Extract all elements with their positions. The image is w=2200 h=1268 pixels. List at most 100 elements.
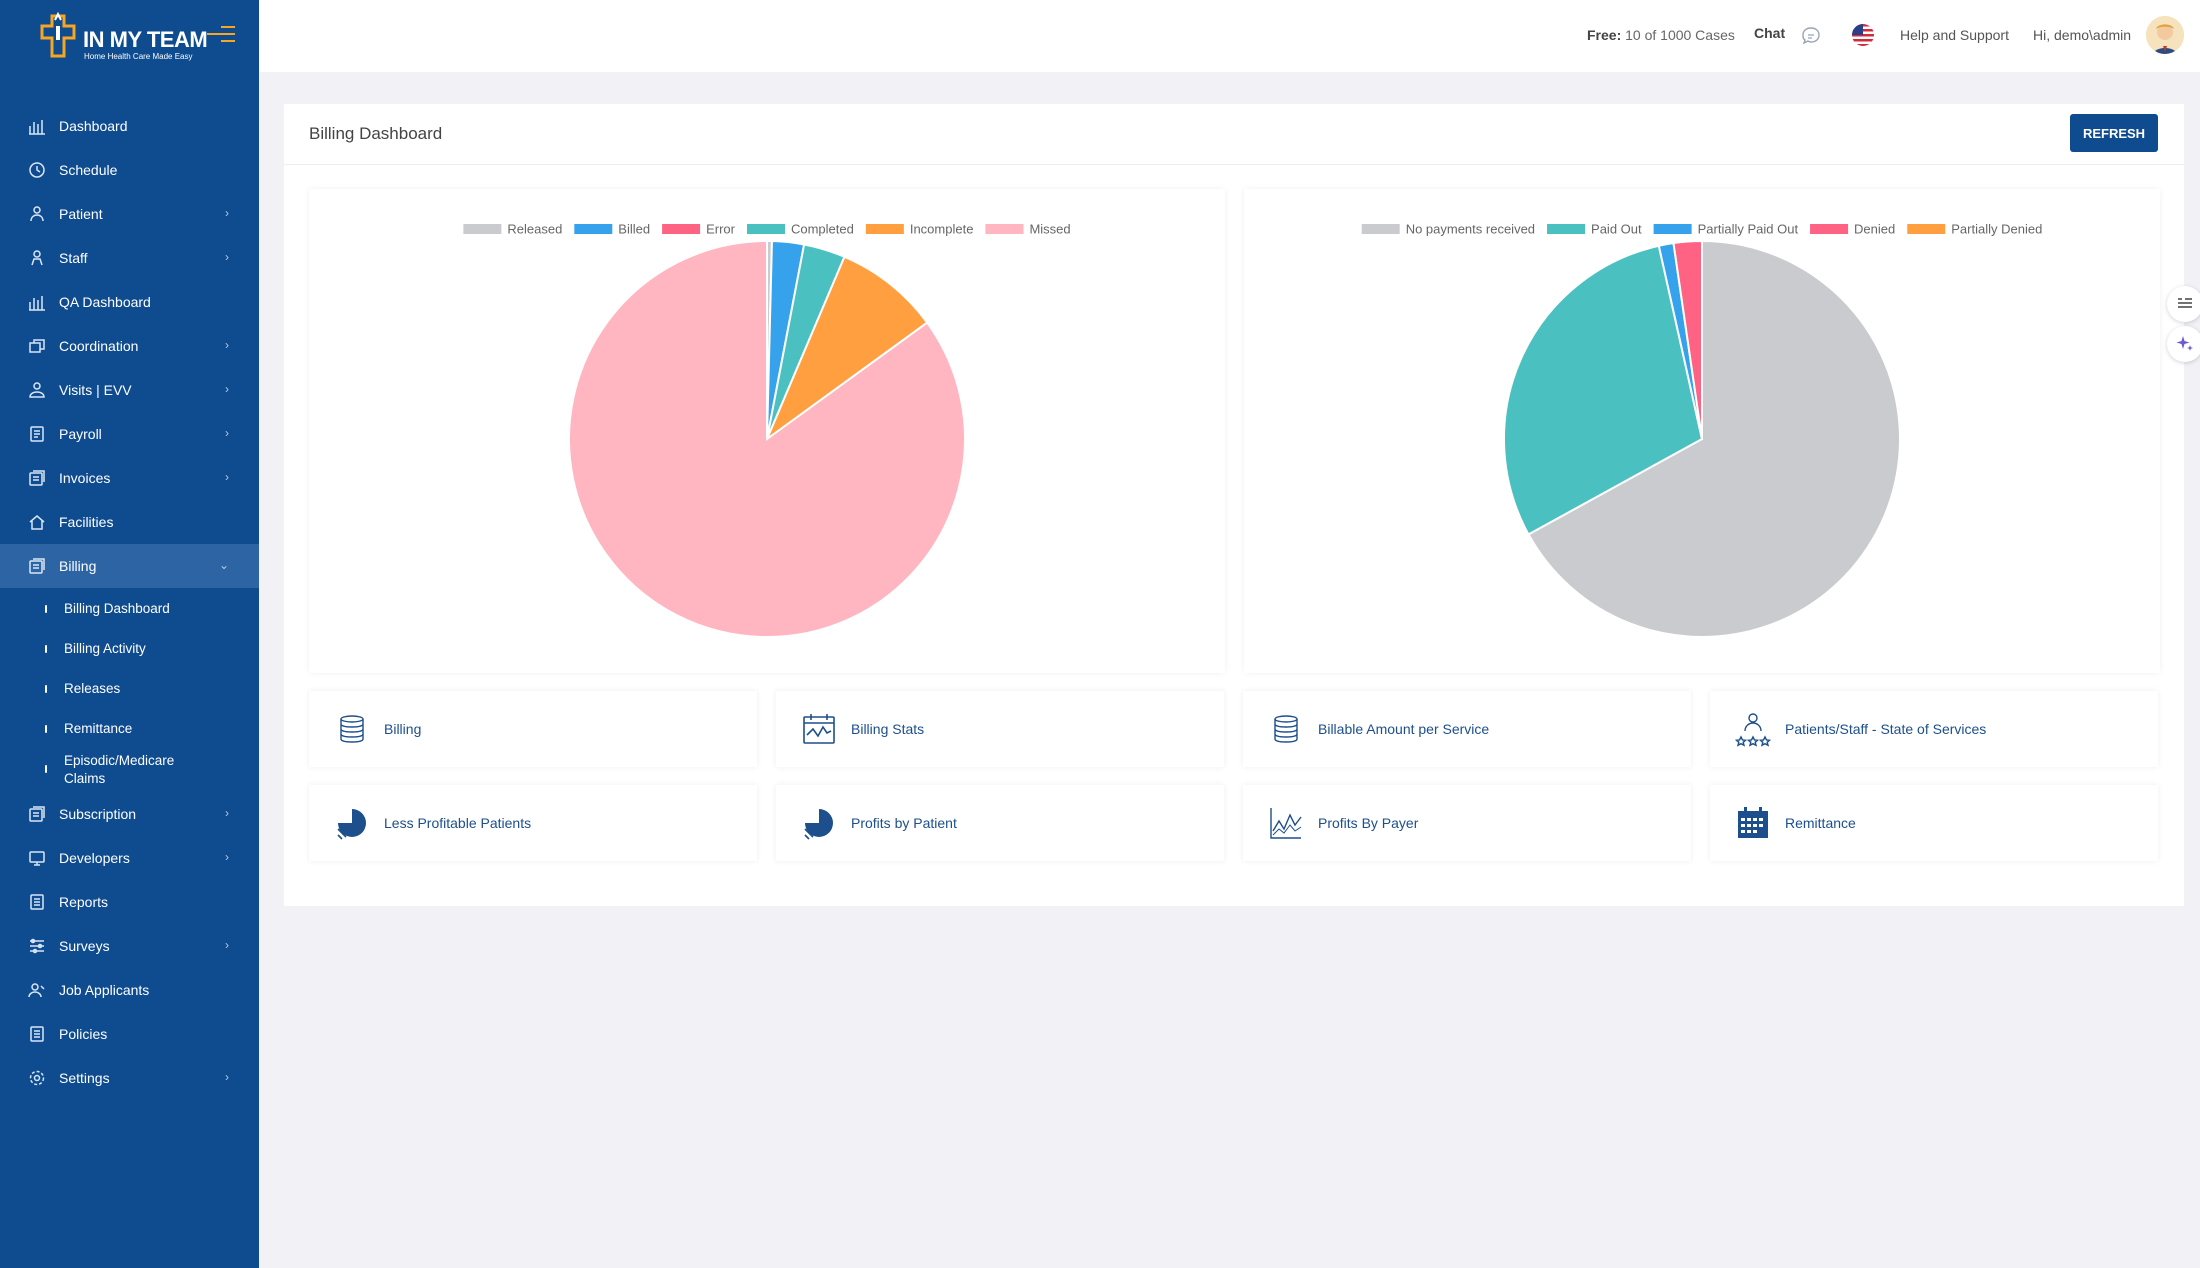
legend-swatch: [574, 224, 613, 234]
chevron-right-icon: ›: [225, 470, 229, 484]
sidebar-item-facilities[interactable]: Facilities: [0, 500, 259, 544]
chevron-right-icon: ›: [225, 806, 229, 820]
billing-status-pie-chart[interactable]: Released Billed Error Completed Incomplete Mi…: [309, 189, 1225, 673]
sidebar-item-label: Payroll: [59, 426, 102, 442]
tile-patients-staff-state[interactable]: Patients/Staff - State of Services: [1710, 691, 2158, 767]
sidebar-item-dashboard[interactable]: Dashboard: [0, 104, 259, 148]
settings-icon: [28, 1069, 46, 1087]
plan-usage: Free: 10 of 1000 Cases: [1587, 27, 1735, 43]
subscription-icon: [28, 805, 46, 823]
tile-remittance[interactable]: Remittance: [1710, 785, 2158, 861]
tile-label: Billable Amount per Service: [1318, 721, 1490, 737]
sidebar-item-label: Facilities: [59, 514, 114, 530]
sidebar-item-subscription[interactable]: Subscription ›: [0, 792, 259, 836]
legend-item-partially-denied[interactable]: Partially Denied: [1907, 222, 2042, 237]
legend-swatch: [1653, 224, 1692, 234]
sidebar-item-invoices[interactable]: Invoices ›: [0, 456, 259, 500]
legend-item-paid-out[interactable]: Paid Out: [1547, 222, 1642, 237]
legend-item-released[interactable]: Released: [463, 222, 562, 237]
sidebar-subitem-label: Remittance: [64, 720, 133, 736]
sidebar-subitem-remittance[interactable]: Remittance: [0, 708, 259, 748]
brand-logo[interactable]: IN MY TEAM Home Health Care Made Easy: [38, 10, 238, 66]
legend-item-no-payments-received[interactable]: No payments received: [1361, 222, 1535, 237]
tile-billable-amount-per-service[interactable]: Billable Amount per Service: [1243, 691, 1691, 767]
sidebar-item-settings[interactable]: Settings ›: [0, 1056, 259, 1100]
pie-slice-missed[interactable]: [568, 239, 966, 638]
tile-profits-by-patient[interactable]: Profits by Patient: [776, 785, 1224, 861]
legend-swatch: [662, 224, 701, 234]
legend-item-missed[interactable]: Missed: [985, 222, 1071, 237]
sidebar-item-patient[interactable]: Patient ›: [0, 192, 259, 236]
sidebar-item-reports[interactable]: Reports: [0, 880, 259, 924]
sidebar-subitem-billing-activity[interactable]: Billing Activity: [0, 628, 259, 668]
sidebar-item-surveys[interactable]: Surveys ›: [0, 924, 259, 968]
sidebar-item-staff[interactable]: Staff ›: [0, 236, 259, 280]
chevron-down-icon: ⌄: [218, 558, 229, 572]
sidebar-item-qa-dashboard[interactable]: QA Dashboard: [0, 280, 259, 324]
sidebar-subitem-releases[interactable]: Releases: [0, 668, 259, 708]
sidebar-item-visits-evv[interactable]: Visits | EVV ›: [0, 368, 259, 412]
sidebar-subitem-label: Releases: [64, 680, 121, 696]
divider: [284, 164, 2184, 165]
sidebar-item-label: Invoices: [59, 470, 111, 486]
billing-dashboard-panel: Billing Dashboard REFRESH Released Billed…: [284, 104, 2184, 906]
sidebar-item-payroll[interactable]: Payroll ›: [0, 412, 259, 456]
applicants-icon: [28, 981, 46, 999]
chevron-right-icon: ›: [225, 250, 229, 264]
legend-swatch: [1361, 224, 1400, 234]
legend-item-incomplete[interactable]: Incomplete: [865, 222, 974, 237]
sidebar-item-label: Dashboard: [59, 118, 128, 134]
legend-label: Error: [706, 222, 736, 237]
payment-status-pie-chart[interactable]: No payments received Paid Out Partially Pa…: [1244, 189, 2160, 673]
coins-icon: [334, 711, 370, 747]
chevron-right-icon: ›: [225, 206, 229, 220]
form-widget-button[interactable]: [2167, 286, 2200, 322]
pie-slice-paid-out[interactable]: [1503, 244, 1704, 536]
legend-item-denied[interactable]: Denied: [1810, 222, 1895, 237]
help-support-link[interactable]: Help and Support: [1900, 27, 2009, 43]
sidebar-item-policies[interactable]: Policies: [0, 1012, 259, 1056]
user-avatar[interactable]: [2146, 16, 2184, 54]
sidebar-item-job-applicants[interactable]: Job Applicants: [0, 968, 259, 1012]
pie-slice-no-payments-received[interactable]: [1527, 239, 1901, 638]
chat-link[interactable]: Chat: [1754, 25, 1786, 41]
sidebar-item-label: Settings: [59, 1070, 110, 1086]
sidebar-nav: Dashboard Schedule Patient › Staff › QA …: [0, 104, 259, 1100]
payroll-icon: [28, 425, 46, 443]
ai-assistant-button[interactable]: [2167, 326, 2200, 362]
menu-toggle-icon[interactable]: [207, 26, 235, 46]
chevron-right-icon: ›: [225, 382, 229, 396]
refresh-button[interactable]: REFRESH: [2070, 114, 2158, 152]
sidebar-subitem-billing-dashboard[interactable]: Billing Dashboard: [0, 588, 259, 628]
sidebar-item-coordination[interactable]: Coordination ›: [0, 324, 259, 368]
pie-slice-incomplete[interactable]: [764, 255, 929, 442]
sidebar-subitem-episodic-claims[interactable]: Episodic/Medicare Claims: [0, 748, 259, 792]
legend-item-error[interactable]: Error: [662, 222, 736, 237]
plan-usage-label: Free:: [1587, 27, 1622, 43]
sidebar-subitem-label: Episodic/Medicare Claims: [64, 753, 175, 786]
tile-profits-by-payer[interactable]: Profits By Payer: [1243, 785, 1691, 861]
tile-label: Billing Stats: [851, 721, 925, 737]
legend-item-billed[interactable]: Billed: [574, 222, 650, 237]
legend-label: Partially Denied: [1951, 222, 2042, 237]
legend-item-partially-paid-out[interactable]: Partially Paid Out: [1653, 222, 1799, 237]
bullet-icon: [45, 645, 47, 653]
pie-slice-denied[interactable]: [1672, 239, 1703, 440]
tile-billing-stats[interactable]: Billing Stats: [776, 691, 1224, 767]
user-greeting[interactable]: Hi, demo\admin: [2033, 27, 2132, 43]
tile-billing[interactable]: Billing: [309, 691, 757, 767]
surveys-icon: [28, 937, 46, 955]
legend-label: Released: [507, 222, 562, 237]
legend-item-completed[interactable]: Completed: [746, 222, 854, 237]
chat-bubble-icon[interactable]: [1800, 25, 1822, 47]
tile-label: Patients/Staff - State of Services: [1785, 721, 1987, 737]
us-flag-icon[interactable]: [1852, 24, 1874, 46]
tile-less-profitable-patients[interactable]: Less Profitable Patients: [309, 785, 757, 861]
sidebar-item-label: Coordination: [59, 338, 139, 354]
sidebar-item-billing[interactable]: Billing ⌄: [0, 544, 259, 588]
policies-icon: [28, 1025, 46, 1043]
legend-label: Missed: [1029, 222, 1070, 237]
sidebar-item-developers[interactable]: Developers ›: [0, 836, 259, 880]
sidebar-item-schedule[interactable]: Schedule: [0, 148, 259, 192]
bullet-icon: [45, 685, 47, 693]
